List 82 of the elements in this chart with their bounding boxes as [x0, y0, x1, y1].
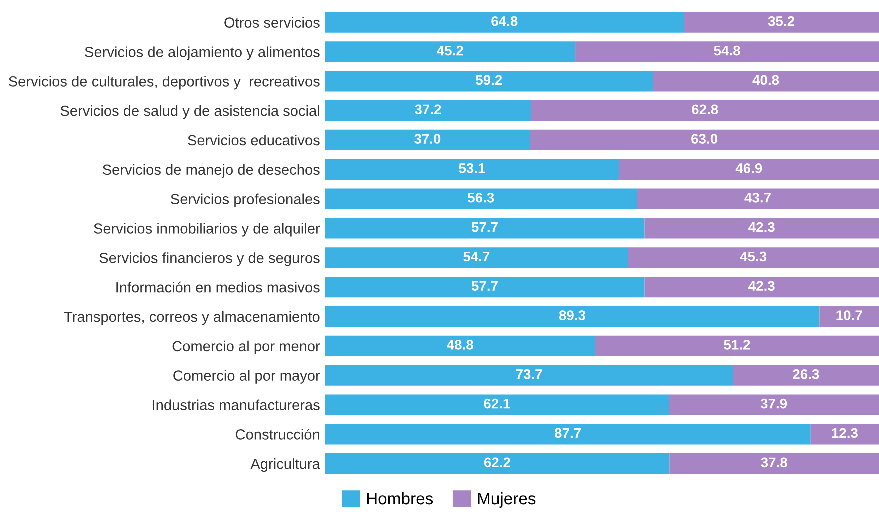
data-label: 37.2: [415, 104, 442, 115]
data-label: 45.3: [740, 252, 767, 262]
bar: [325, 71, 654, 92]
data-label: 10.7: [836, 310, 862, 320]
bar: [325, 12, 684, 33]
bar: [325, 130, 530, 151]
data-label: 64.8: [492, 16, 518, 26]
bar: [595, 336, 879, 356]
data-label: 43.7: [744, 192, 771, 203]
bar: [325, 306, 820, 328]
y-tick-label: Servicios de alojamiento y alimentos: [85, 46, 320, 60]
y-tick-label: Comercio al por mayor: [174, 370, 320, 384]
data-label: 35.2: [768, 16, 794, 26]
y-tick-label: Información en medios masivos: [116, 282, 320, 293]
data-label: 62.1: [484, 398, 510, 409]
data-label: 89.3: [559, 310, 586, 320]
bar: [325, 248, 628, 268]
bar: [684, 12, 879, 33]
data-label: 51.2: [724, 340, 750, 350]
bar: [531, 100, 879, 122]
bar: [810, 424, 879, 445]
data-label: 26.3: [793, 369, 820, 380]
data-label: 54.8: [714, 46, 740, 56]
bar: [670, 454, 879, 474]
data-label: 56.3: [468, 192, 494, 203]
data-label: 37.8: [761, 458, 788, 468]
y-tick-label: Servicios de culturales, deportivos y recreativos: [8, 76, 320, 90]
bar: [644, 277, 879, 298]
data-label: 57.7: [472, 222, 498, 232]
y-tick-label: Servicios profesionales: [171, 194, 320, 208]
data-label: 53.1: [459, 164, 486, 174]
y-tick-label: Agricultura: [250, 458, 320, 472]
data-label: 46.9: [736, 164, 762, 174]
y-tick-label: Servicios de manejo de desechos: [102, 164, 320, 178]
y-tick-label: Transportes, correos y almacenamiento: [64, 311, 320, 326]
data-label: 37.9: [760, 398, 788, 409]
data-label: 59.2: [476, 75, 502, 86]
bar: [325, 159, 620, 180]
bar: [325, 42, 576, 62]
bar: [325, 424, 811, 445]
bar: [325, 336, 596, 356]
data-label: 87.7: [554, 428, 581, 438]
y-tick-label: Servicios financieros y de seguros: [100, 252, 320, 266]
bar: [325, 100, 532, 122]
bar: [619, 159, 879, 180]
bar: [530, 130, 879, 151]
bar: [325, 218, 645, 239]
data-label: 42.3: [748, 222, 775, 232]
bar: [637, 188, 879, 210]
y-tick-label: Construcción: [236, 428, 320, 440]
data-label: 62.8: [692, 104, 718, 115]
bar: [576, 42, 879, 62]
data-label: 12.3: [832, 428, 858, 438]
data-label: 48.8: [447, 340, 474, 350]
y-tick-label: Comercio al por menor: [172, 340, 320, 354]
bar: [733, 365, 879, 386]
bar: [325, 277, 645, 298]
y-tick-label: Industrias manufactureras: [153, 400, 320, 410]
data-label: 54.7: [464, 252, 490, 262]
bar: [325, 188, 638, 210]
data-label: 73.7: [516, 369, 542, 380]
data-label: 45.2: [437, 46, 464, 56]
y-tick-label: Otros servicios: [224, 17, 320, 28]
y-tick-label: Servicios inmobiliarios y de alquiler: [94, 223, 320, 237]
data-label: 62.2: [484, 458, 510, 468]
bar: [628, 248, 879, 268]
y-tick-label: Servicios educativos: [188, 134, 320, 146]
y-tick-label: Servicios de salud y de asistencia social: [60, 106, 320, 120]
data-label: 37.0: [414, 134, 441, 144]
data-label: 63.0: [692, 134, 718, 144]
bar: [644, 218, 879, 239]
bar: [325, 454, 670, 474]
bar: [653, 71, 879, 92]
bar: [325, 394, 670, 416]
data-label: 40.8: [752, 75, 780, 86]
bar: [325, 365, 734, 386]
data-label: 57.7: [472, 281, 498, 292]
legend-label: Mujeres: [478, 492, 536, 508]
bar: [669, 394, 879, 416]
data-label: 42.3: [748, 281, 775, 292]
legend-label: Hombres: [367, 492, 434, 505]
bar: [820, 306, 879, 328]
